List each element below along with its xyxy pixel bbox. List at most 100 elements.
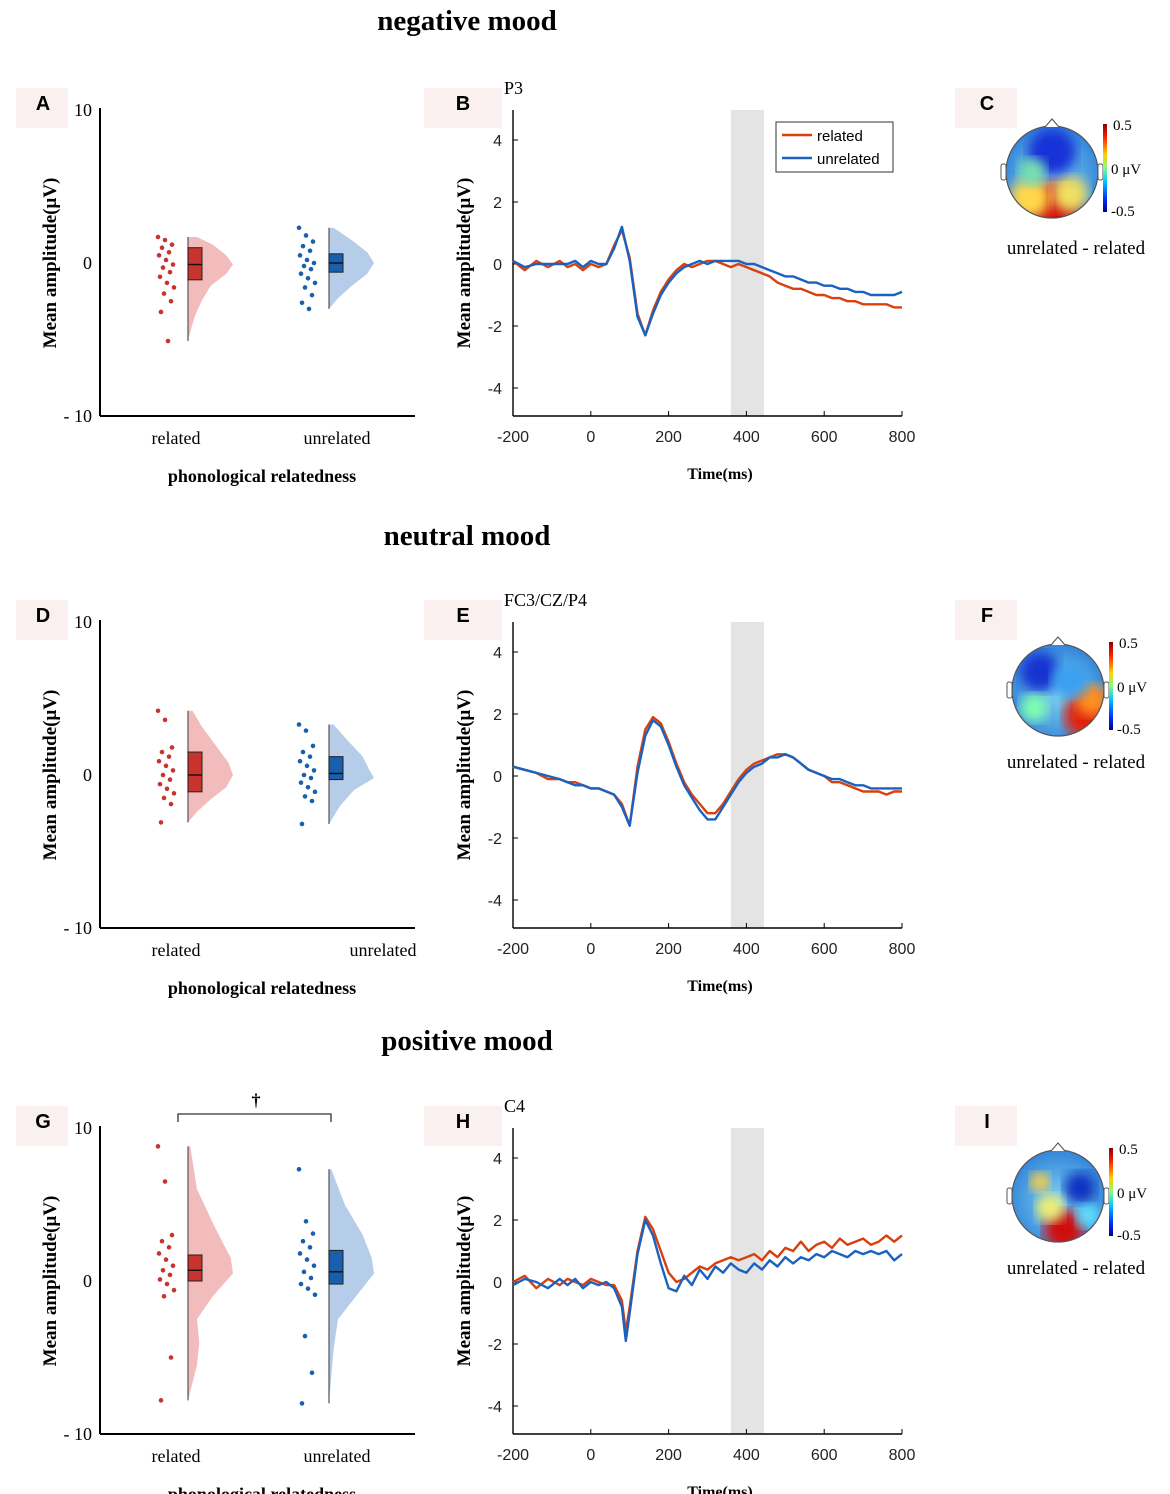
y-tick-label: 0 (83, 253, 92, 273)
y-tick-label: 0 (493, 769, 502, 786)
erp-panel: E FC3/CZ/P4 4 2 0 -2 -4 -200 0 200 400 600 800 Mean a… (424, 590, 915, 995)
y-tick-label: 4 (493, 1151, 502, 1168)
data-point (308, 775, 314, 781)
panel-letter-bg (16, 600, 68, 640)
category-label: unrelated (350, 940, 417, 960)
x-tick-label: 400 (733, 429, 760, 446)
data-point (311, 1263, 317, 1268)
x-axis-label: Time(ms) (687, 978, 752, 995)
topo-panel: F 0.5 0 μV -0.5 unrelated - related (955, 600, 1147, 773)
x-tick-label: 0 (586, 1447, 595, 1464)
erp-panel: H C4 4 2 0 -2 -4 -200 0 200 400 600 800 Mean amplitud… (424, 1096, 915, 1494)
data-point (166, 754, 172, 759)
colorbar-zero-label: 0 μV (1117, 1186, 1147, 1202)
panel-letter: C (980, 93, 994, 115)
head-map (1006, 126, 1098, 218)
data-point (162, 1179, 168, 1184)
y-axis-label: Mean amplitude(μV) (454, 178, 475, 349)
panel-letter: D (36, 605, 50, 627)
colorbar (1109, 1148, 1113, 1236)
series-line-related (512, 228, 902, 337)
colorbar-max-label: 0.5 (1119, 1142, 1138, 1158)
colorbar-zero-label: 0 μV (1111, 162, 1141, 178)
potential-blob (1064, 1172, 1096, 1204)
iqr-box (187, 1254, 203, 1282)
colorbar (1109, 642, 1113, 730)
potential-blob (1076, 1204, 1100, 1228)
y-axis-label: Mean amplitude(μV) (40, 1196, 61, 1367)
density-cloud (188, 710, 233, 823)
data-point (158, 309, 164, 315)
data-point (298, 780, 304, 785)
data-point (303, 233, 309, 238)
data-point (169, 1232, 175, 1238)
row-0: negative mood A 10 0 - 10 Mean amplitude(μV) r… (16, 5, 1146, 486)
data-point (309, 798, 315, 804)
y-axis-label: Mean amplitude(μV) (40, 178, 61, 349)
panel-letter-bg (955, 1106, 1017, 1146)
data-point (159, 749, 165, 755)
panel-letter-bg (424, 88, 502, 128)
data-point (296, 722, 302, 727)
data-point (307, 754, 313, 759)
x-tick-label: 200 (655, 1447, 682, 1464)
y-tick-label: -2 (488, 831, 502, 848)
data-point (159, 245, 165, 250)
series-line-related (512, 1215, 903, 1333)
data-point (301, 1269, 307, 1275)
legend-label-related: related (817, 128, 863, 145)
data-point (297, 253, 303, 258)
group-unrelated: unrelated (296, 722, 417, 960)
data-point (304, 763, 310, 769)
potential-blob (1030, 1172, 1050, 1192)
raincloud-panel: D 10 0 - 10 Mean amplitude(μV) related unrelat… (16, 600, 416, 998)
potential-blob (1052, 176, 1088, 212)
x-tick-label: 400 (733, 941, 760, 958)
data-point (171, 791, 177, 796)
time-window (730, 1128, 764, 1434)
colorbar-min-label: -0.5 (1117, 1228, 1141, 1244)
legend: related unrelated (775, 121, 894, 173)
data-point (297, 1251, 303, 1256)
data-point (304, 257, 310, 263)
right-ear-icon (1103, 1187, 1110, 1205)
data-point (168, 298, 174, 304)
data-point (165, 338, 171, 344)
x-tick-label: -200 (497, 941, 529, 958)
data-point (301, 263, 307, 269)
category-label: related (152, 1446, 201, 1466)
data-point (163, 257, 169, 263)
y-axis-label: Mean amplitude(μV) (40, 690, 61, 861)
colorbar-max-label: 0.5 (1119, 636, 1138, 652)
panel-letter: E (456, 605, 469, 627)
x-axis-label: phonological relatedness (168, 978, 356, 998)
panel-letter: B (456, 93, 470, 115)
data-point (158, 1398, 164, 1403)
data-point (307, 248, 313, 254)
y-tick-label: 10 (74, 612, 92, 632)
series-line-related (512, 715, 902, 827)
data-point (312, 1292, 318, 1298)
row-2: positive mood G 10 0 - 10 Mean amplitude(μV) r… (16, 1025, 1147, 1494)
data-point (167, 269, 173, 275)
y-tick-label: -4 (488, 381, 502, 398)
nose-icon (1050, 636, 1066, 646)
data-point (303, 1219, 309, 1224)
group-unrelated: unrelated (296, 1167, 374, 1466)
y-tick-label: -4 (488, 1399, 502, 1416)
x-tick-label: 800 (889, 429, 916, 446)
data-point (302, 285, 308, 290)
data-point (302, 794, 308, 799)
data-point (169, 745, 175, 750)
series-line-unrelated (512, 719, 902, 827)
time-window (730, 622, 764, 928)
raincloud-panel: A 10 0 - 10 Mean amplitude(μV) related unrelat… (16, 88, 415, 486)
x-tick-label: 600 (811, 429, 838, 446)
x-tick-label: 0 (586, 941, 595, 958)
left-ear-icon (1006, 681, 1013, 699)
x-tick-label: 200 (655, 429, 682, 446)
topo-caption: unrelated - related (1007, 1258, 1146, 1279)
data-point (307, 1245, 313, 1250)
data-point (171, 285, 177, 290)
